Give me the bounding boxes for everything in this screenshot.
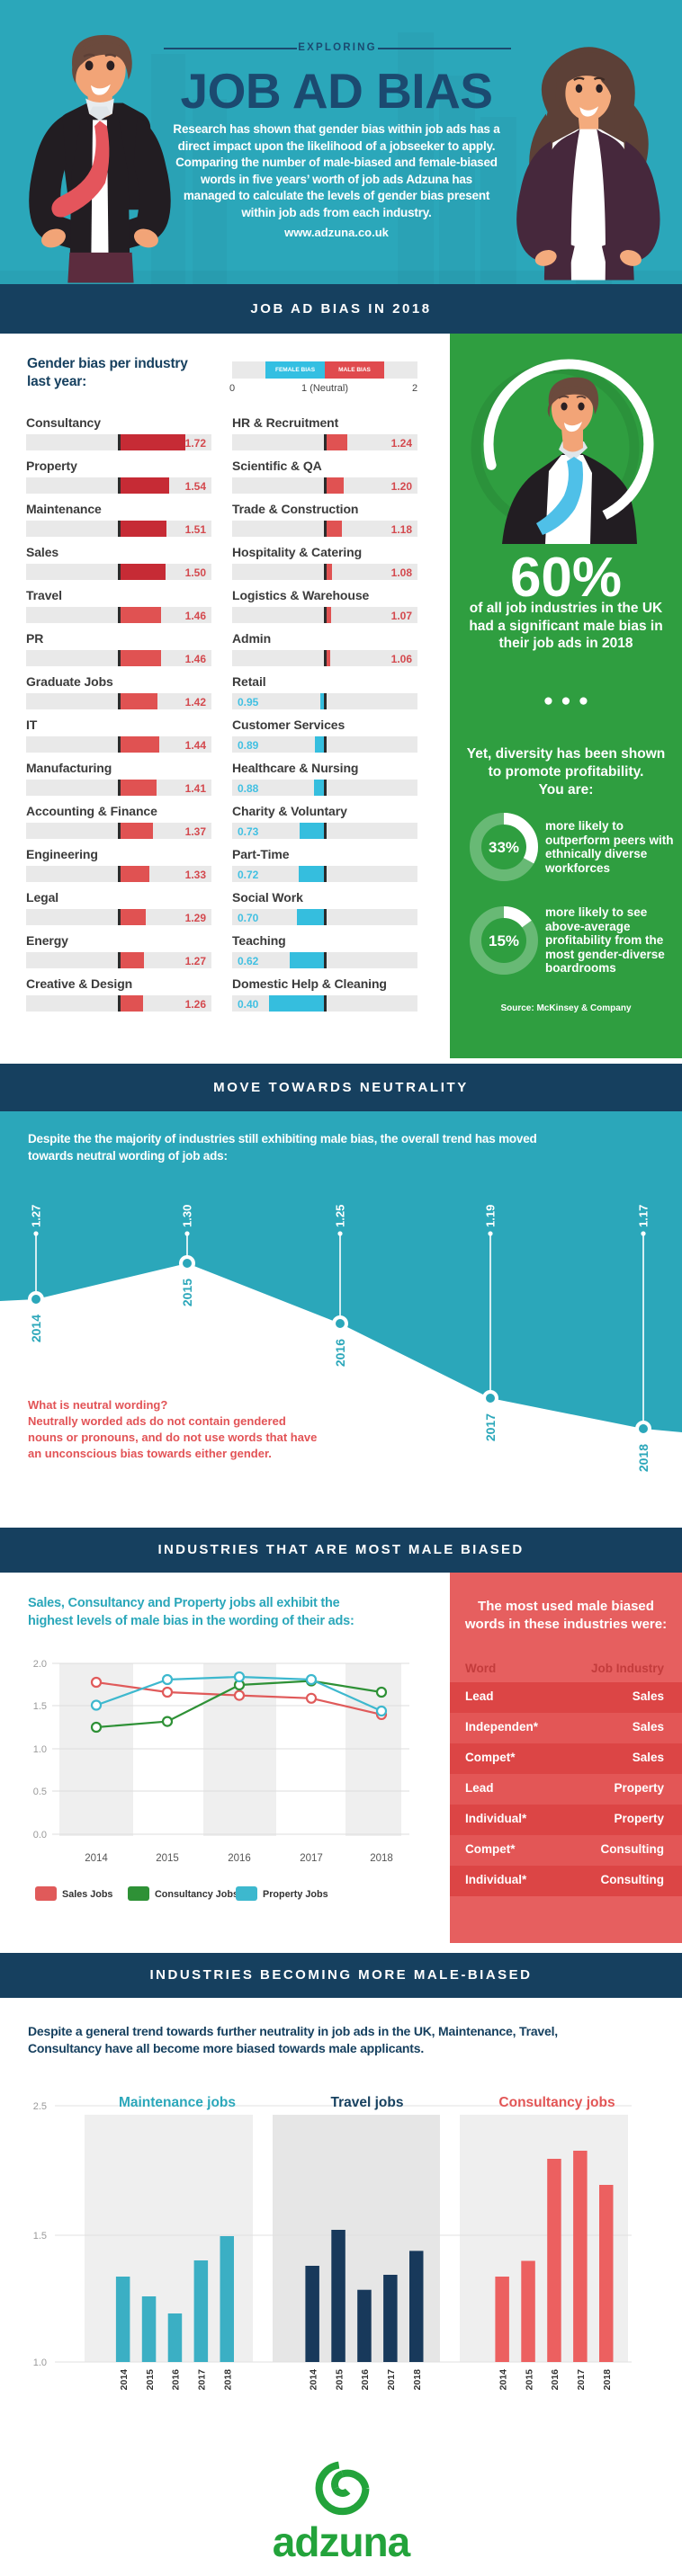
svg-text:Property Jobs: Property Jobs [263, 1889, 328, 1900]
svg-text:0.0: 0.0 [33, 1830, 47, 1841]
svg-text:Travel jobs: Travel jobs [331, 2095, 404, 2110]
svg-text:2015: 2015 [145, 2369, 156, 2391]
svg-text:2015: 2015 [524, 2369, 534, 2391]
svg-text:2015: 2015 [180, 1279, 194, 1306]
svg-text:2017: 2017 [300, 1853, 323, 1864]
svg-text:1.5: 1.5 [33, 2231, 47, 2242]
svg-text:Consultancy jobs: Consultancy jobs [498, 2095, 615, 2110]
svg-text:2017: 2017 [576, 2369, 587, 2391]
svg-text:1.27: 1.27 [30, 1205, 43, 1227]
svg-text:2014: 2014 [29, 1315, 43, 1342]
svg-text:2018: 2018 [412, 2369, 423, 2391]
svg-text:2014: 2014 [308, 2369, 319, 2391]
svg-text:2014: 2014 [85, 1853, 108, 1864]
svg-text:2016: 2016 [228, 1853, 251, 1864]
svg-text:2015: 2015 [156, 1853, 179, 1864]
svg-text:1.5: 1.5 [33, 1701, 47, 1712]
svg-text:2014: 2014 [119, 2369, 130, 2391]
svg-text:1.25: 1.25 [334, 1205, 347, 1227]
svg-text:2018: 2018 [636, 1444, 651, 1472]
svg-text:2016: 2016 [171, 2369, 182, 2391]
svg-text:2018: 2018 [370, 1853, 393, 1864]
svg-text:2017: 2017 [197, 2369, 208, 2391]
svg-text:1.30: 1.30 [181, 1205, 194, 1227]
svg-text:Sales Jobs: Sales Jobs [62, 1889, 112, 1900]
svg-text:2014: 2014 [498, 2369, 508, 2391]
svg-text:2017: 2017 [483, 1413, 498, 1441]
svg-text:1.19: 1.19 [484, 1205, 498, 1227]
svg-text:2016: 2016 [550, 2369, 561, 2391]
svg-text:2018: 2018 [223, 2369, 234, 2391]
svg-text:2.0: 2.0 [33, 1659, 47, 1670]
svg-text:1.17: 1.17 [637, 1205, 651, 1227]
svg-text:1.0: 1.0 [33, 2358, 47, 2368]
svg-text:2016: 2016 [360, 2369, 371, 2391]
svg-text:1.0: 1.0 [33, 1744, 47, 1755]
svg-text:2017: 2017 [386, 2369, 397, 2391]
svg-text:2015: 2015 [334, 2369, 345, 2391]
svg-text:2018: 2018 [602, 2369, 613, 2391]
svg-text:0.5: 0.5 [33, 1787, 47, 1797]
svg-text:2016: 2016 [333, 1339, 347, 1367]
svg-text:Maintenance jobs: Maintenance jobs [119, 2095, 236, 2110]
svg-text:2.5: 2.5 [33, 2101, 47, 2112]
svg-text:Consultancy Jobs: Consultancy Jobs [155, 1889, 238, 1900]
